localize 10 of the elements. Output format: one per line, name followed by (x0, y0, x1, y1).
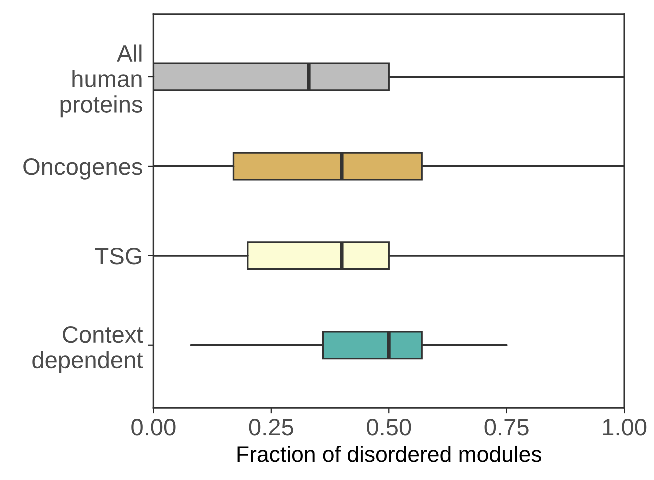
x-tick-label: 1.00 (603, 419, 647, 436)
x-tick-label: 0.75 (484, 419, 529, 436)
x-tick-label: 0.50 (367, 419, 412, 436)
y-tick-label: Context dependent (32, 326, 144, 374)
y-tick-label: TSG (95, 248, 142, 265)
x-tick-label: 0.00 (132, 419, 176, 436)
x-tick-label: 0.25 (249, 419, 294, 436)
y-tick-label: Oncogenes (24, 158, 142, 180)
x-axis-title: Fraction of disordered modules (238, 446, 542, 462)
y-tick-label: All human proteins (60, 44, 142, 118)
